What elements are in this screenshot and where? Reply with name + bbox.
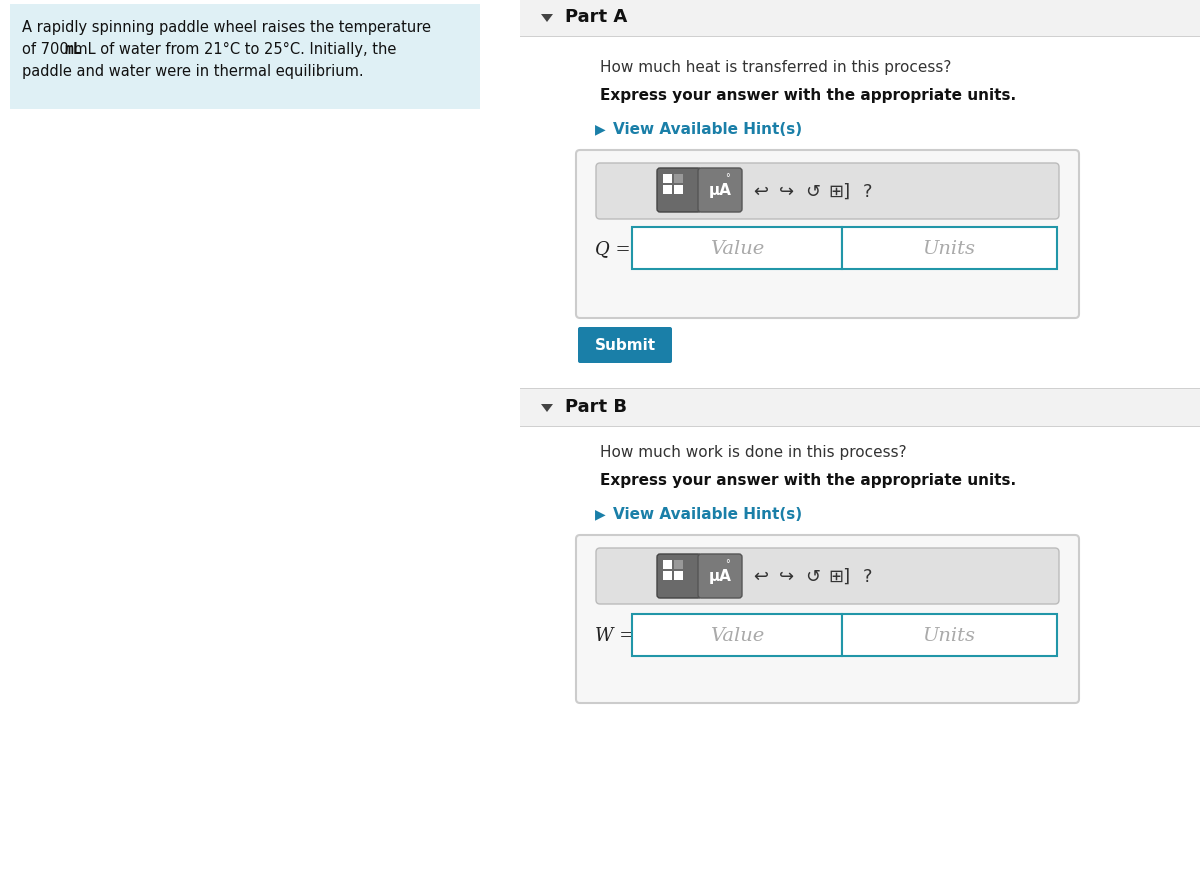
Bar — [520, 0, 1200, 2]
Text: ⊞]: ⊞] — [828, 567, 850, 586]
Bar — [520, 427, 1200, 428]
Text: A rapidly spinning paddle wheel raises the temperature: A rapidly spinning paddle wheel raises t… — [22, 20, 431, 35]
Bar — [674, 572, 683, 580]
FancyBboxPatch shape — [658, 169, 701, 212]
Text: Units: Units — [923, 240, 976, 258]
Bar — [10, 5, 480, 110]
Text: Units: Units — [923, 626, 976, 644]
Text: ?: ? — [863, 183, 871, 201]
Text: ↪: ↪ — [780, 567, 794, 586]
Text: ↺: ↺ — [805, 567, 821, 586]
Text: ▶: ▶ — [595, 507, 606, 521]
FancyBboxPatch shape — [578, 327, 672, 363]
Bar — [632, 615, 842, 656]
Text: Value: Value — [710, 240, 764, 258]
Polygon shape — [541, 405, 553, 413]
FancyBboxPatch shape — [576, 536, 1079, 703]
Text: Part A: Part A — [565, 8, 628, 26]
Bar — [662, 560, 672, 569]
Bar — [842, 615, 1057, 656]
Text: ↺: ↺ — [805, 183, 821, 201]
Text: W =: W = — [595, 626, 635, 644]
FancyBboxPatch shape — [596, 549, 1060, 604]
Text: ⊞]: ⊞] — [828, 183, 850, 201]
Text: of 700 mL of water from 21°C to 25°C. Initially, the: of 700 mL of water from 21°C to 25°C. In… — [22, 42, 396, 57]
Text: paddle and water were in thermal equilibrium.: paddle and water were in thermal equilib… — [22, 64, 364, 79]
Text: Q =: Q = — [595, 240, 631, 258]
Bar — [662, 175, 672, 184]
Bar — [662, 186, 672, 195]
Text: How much heat is transferred in this process?: How much heat is transferred in this pro… — [600, 60, 952, 75]
Text: ▶: ▶ — [595, 122, 606, 136]
FancyBboxPatch shape — [596, 164, 1060, 220]
Text: Submit: Submit — [594, 338, 655, 353]
Text: Value: Value — [710, 626, 764, 644]
Bar — [662, 572, 672, 580]
Text: View Available Hint(s): View Available Hint(s) — [613, 122, 802, 137]
FancyBboxPatch shape — [658, 554, 701, 598]
Text: Part B: Part B — [565, 398, 628, 415]
Bar — [674, 560, 683, 569]
Text: Express your answer with the appropriate units.: Express your answer with the appropriate… — [600, 88, 1016, 103]
Text: View Available Hint(s): View Available Hint(s) — [613, 507, 802, 522]
Bar — [520, 37, 1200, 38]
FancyBboxPatch shape — [698, 554, 742, 598]
Text: ?: ? — [863, 567, 871, 586]
FancyBboxPatch shape — [576, 151, 1079, 319]
Text: °: ° — [725, 558, 730, 568]
Bar — [520, 390, 1200, 428]
Text: °: ° — [725, 173, 730, 183]
FancyBboxPatch shape — [698, 169, 742, 212]
Text: ↩: ↩ — [754, 183, 768, 201]
Text: Express your answer with the appropriate units.: Express your answer with the appropriate… — [600, 472, 1016, 487]
Bar — [520, 389, 1200, 390]
Polygon shape — [541, 15, 553, 23]
Text: μA: μA — [708, 569, 732, 584]
Bar — [674, 186, 683, 195]
Text: mL: mL — [64, 42, 82, 57]
Bar — [842, 227, 1057, 270]
Text: μA: μA — [708, 184, 732, 198]
Bar — [674, 175, 683, 184]
Bar — [520, 0, 1200, 38]
Text: ↪: ↪ — [780, 183, 794, 201]
Text: How much work is done in this process?: How much work is done in this process? — [600, 444, 907, 459]
Text: ↩: ↩ — [754, 567, 768, 586]
Bar — [632, 227, 842, 270]
